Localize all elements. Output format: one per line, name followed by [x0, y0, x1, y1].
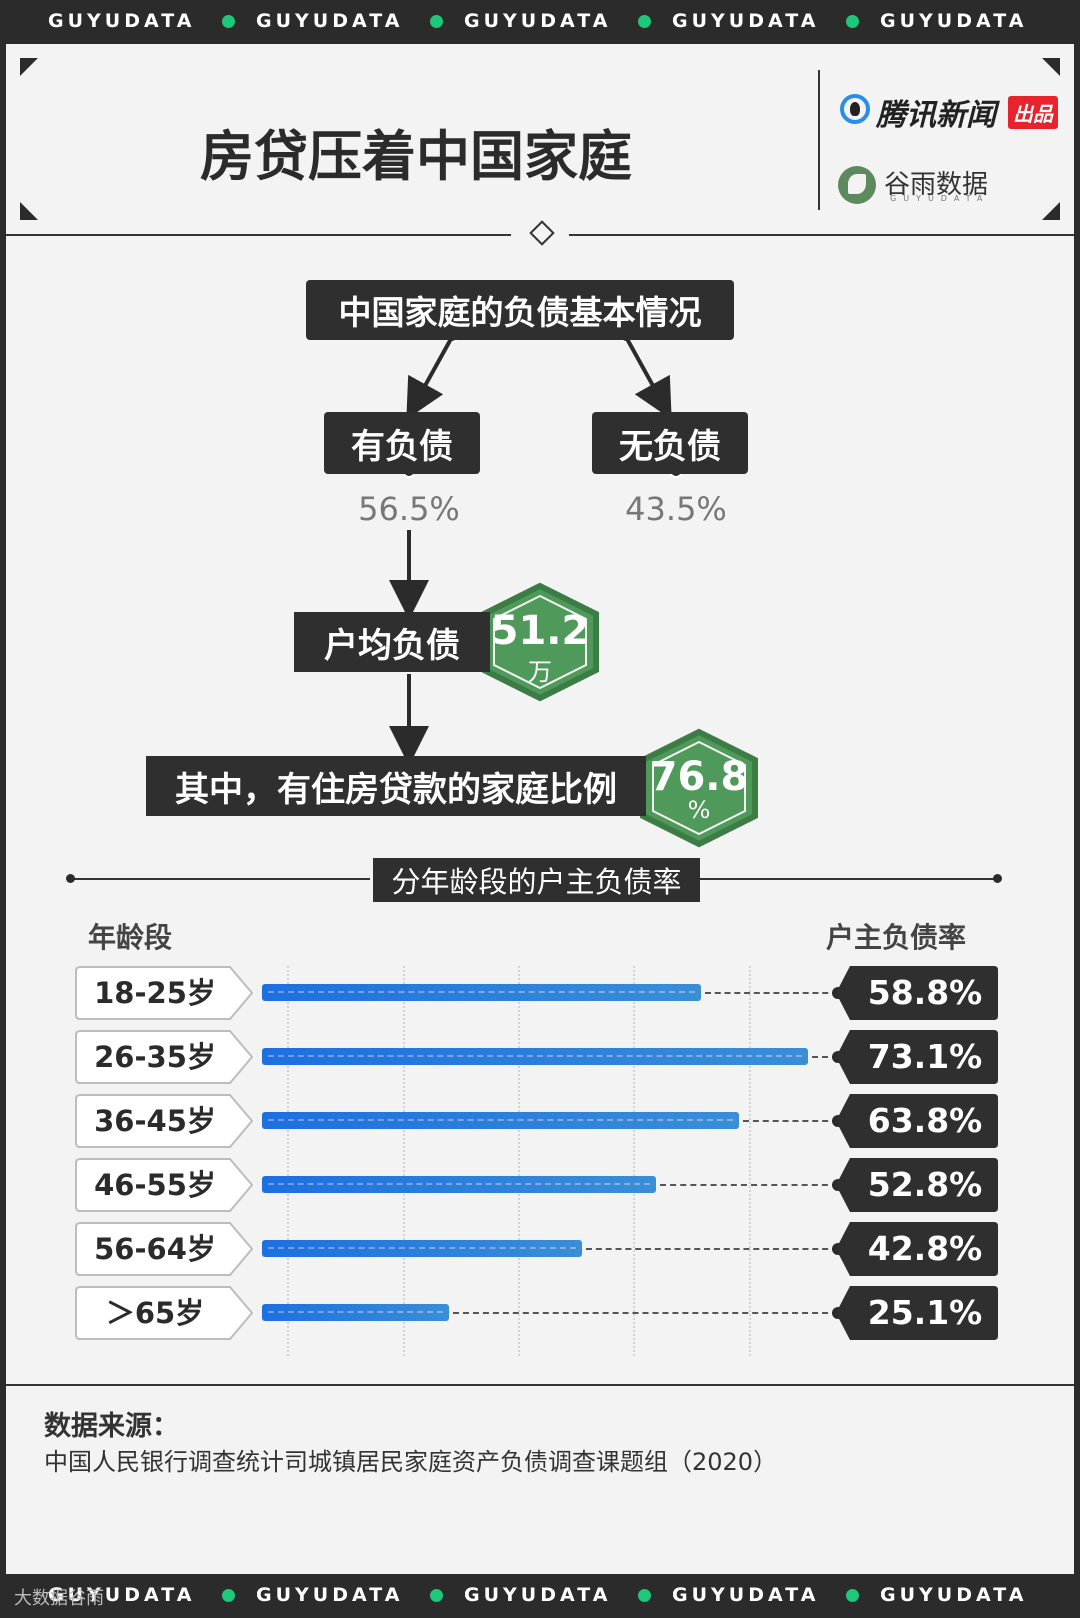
leader-line [453, 1312, 838, 1314]
bar [262, 1240, 582, 1257]
age-column-header: 年龄段 [88, 921, 173, 954]
strip-dot [430, 15, 443, 28]
value-tag: 42.8% [832, 1222, 998, 1276]
strip-dot [846, 1589, 859, 1602]
section-rule [70, 878, 370, 880]
source-text: 中国人民银行调查统计司城镇居民家庭资产负债调查课题组（2020） [44, 1448, 778, 1476]
bar [262, 1112, 739, 1129]
guyu-logo-icon [838, 166, 876, 204]
age-tag: 18-25岁 [75, 966, 254, 1020]
mortgage-unit: % [687, 796, 711, 824]
age-tag: 36-45岁 [75, 1094, 254, 1148]
age-tag: 26-35岁 [75, 1030, 254, 1084]
value-label: 42.8% [867, 1229, 983, 1268]
leader-line [812, 1056, 838, 1058]
brand-guyu-sub: GUYUDATA [890, 194, 990, 203]
avg-debt-unit: 万 [528, 658, 552, 686]
grid-line [633, 966, 635, 1356]
header-rule [569, 234, 1074, 236]
age-tag: 56-64岁 [75, 1222, 254, 1276]
brand-badge: 出品 [1008, 96, 1058, 129]
mortgage-box: 其中，有住房贷款的家庭比例 [146, 756, 646, 816]
strip-text: GUYUDATA [464, 1584, 612, 1606]
value-label: 73.1% [867, 1037, 983, 1076]
corner-mark [20, 202, 38, 220]
chart-title: 分年龄段的户主负债率 [373, 858, 700, 902]
value-label: 63.8% [867, 1101, 983, 1140]
avg-debt-value: 51.2 [490, 608, 590, 654]
strip-text: GUYUDATA [48, 1584, 196, 1606]
grid-line [749, 966, 751, 1356]
age-label: 26-35岁 [94, 1040, 216, 1074]
page-title: 房贷压着中国家庭 [200, 125, 632, 188]
flow-connectors [389, 331, 758, 848]
strip-text: GUYUDATA [672, 1584, 820, 1606]
age-label: 46-55岁 [94, 1168, 216, 1202]
strip-text: GUYUDATA [880, 1584, 1028, 1606]
value-tag: 58.8% [832, 966, 998, 1020]
source-label: 数据来源： [44, 1411, 179, 1442]
brand-strip-bottom: GUYUDATA GUYUDATA GUYUDATA GUYUDATA GUYU… [0, 1574, 1080, 1618]
brand-strip-top: GUYUDATA GUYUDATA GUYUDATA GUYUDATA GUYU… [0, 0, 1080, 44]
grid-line [403, 966, 405, 1356]
watermark: 大数据谷雨 [14, 1588, 104, 1609]
value-tag: 25.1% [832, 1286, 998, 1340]
brand-tencent-news: 腾讯新闻 [876, 98, 996, 133]
value-tag: 63.8% [832, 1094, 998, 1148]
header-divider [818, 70, 820, 210]
avg-debt-box: 户均负债 [294, 612, 490, 672]
footer-rule [6, 1384, 1074, 1386]
strip-dot [846, 15, 859, 28]
flow-root-box: 中国家庭的负债基本情况 [306, 280, 734, 340]
value-label: 58.8% [867, 973, 983, 1012]
age-tag: ＞65岁 [75, 1286, 254, 1340]
left-percent: 56.5% [358, 490, 460, 528]
leader-line [585, 1248, 838, 1250]
leader-line [742, 1120, 838, 1122]
leader-line [705, 992, 838, 994]
bar [262, 1048, 808, 1065]
section-rule [700, 878, 998, 880]
infographic-card: 房贷压着中国家庭 腾讯新闻 出品 谷雨数据 GUYUDATA 中国家庭的负债基本… [6, 44, 1074, 1574]
mortgage-value: 76.8 [649, 754, 749, 800]
value-label: 52.8% [867, 1165, 983, 1204]
age-label: 56-64岁 [94, 1232, 216, 1266]
strip-text: GUYUDATA [256, 10, 404, 32]
value-tag: 73.1% [832, 1030, 998, 1084]
strip-dot [638, 1589, 651, 1602]
strip-dot [430, 1589, 443, 1602]
bar [262, 1176, 657, 1193]
strip-text: GUYUDATA [464, 10, 612, 32]
age-tag: 46-55岁 [75, 1158, 254, 1212]
strip-text: GUYUDATA [256, 1584, 404, 1606]
corner-mark [20, 58, 38, 76]
strip-text: GUYUDATA [880, 10, 1028, 32]
value-label: 25.1% [867, 1293, 983, 1332]
flow-right-box: 无负债 [592, 412, 748, 474]
flow-left-box: 有负债 [324, 412, 480, 474]
bar [262, 1304, 450, 1321]
strip-text: GUYUDATA [672, 10, 820, 32]
age-label: ＞65岁 [105, 1296, 205, 1330]
strip-dot [638, 15, 651, 28]
age-label: 36-45岁 [94, 1104, 216, 1138]
brand-guyu-data: 谷雨数据 [884, 170, 989, 200]
rate-column-header: 户主负债率 [826, 921, 967, 954]
leader-line [660, 1184, 838, 1186]
corner-mark [1042, 202, 1060, 220]
strip-dot [222, 15, 235, 28]
grid-line [518, 966, 520, 1356]
corner-mark [1042, 58, 1060, 76]
grid-line [287, 966, 289, 1356]
rule-dot [66, 874, 75, 883]
strip-text: GUYUDATA [48, 10, 196, 32]
strip-dot [222, 1589, 235, 1602]
right-percent: 43.5% [625, 490, 727, 528]
value-tag: 52.8% [832, 1158, 998, 1212]
header-rule [6, 234, 511, 236]
age-label: 18-25岁 [94, 976, 216, 1010]
tencent-news-logo-icon [840, 94, 870, 124]
rule-dot [993, 874, 1002, 883]
bar [262, 984, 702, 1001]
